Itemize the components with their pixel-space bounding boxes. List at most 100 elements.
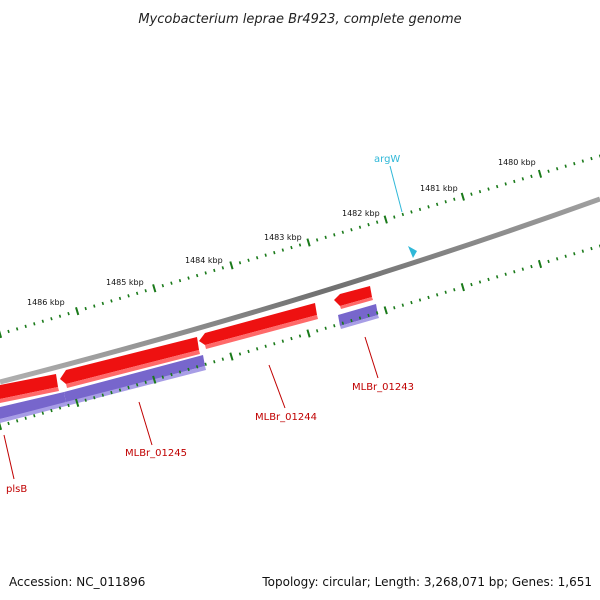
outer-ruler-tick	[75, 307, 80, 316]
trna-argw[interactable]: argW	[374, 154, 417, 258]
outer-ruler-tick	[84, 306, 87, 311]
outer-ruler-tick	[24, 324, 27, 329]
outer-ruler-tick	[393, 215, 396, 219]
inner-ruler-tick	[470, 282, 473, 287]
gene-plsb[interactable]	[0, 374, 58, 399]
cds-plsb[interactable]	[0, 392, 66, 419]
plsb-leader-line	[3, 434, 15, 480]
outer-ruler-tick	[247, 258, 250, 262]
inner-ruler-tick	[324, 326, 327, 330]
outer-ruler-tick	[504, 182, 507, 186]
outer-ruler-tick	[427, 205, 430, 209]
inner-ruler-tick	[221, 357, 225, 361]
inner-ruler-tick	[127, 385, 130, 390]
outer-ruler-tick	[93, 304, 96, 308]
inner-ruler-tick	[75, 398, 80, 407]
outer-ruler-tick	[418, 207, 422, 212]
inner-ruler-tick	[581, 249, 585, 253]
mlbr-01245-label[interactable]: MLBr_01245	[125, 448, 187, 459]
outer-ruler-tick	[453, 197, 456, 201]
outer-ruler-tick	[341, 230, 345, 234]
outer-ruler-tick	[375, 220, 379, 224]
inner-ruler-tick	[144, 380, 147, 384]
outer-ruler-tick	[530, 174, 533, 179]
inner-ruler-tick	[0, 422, 3, 431]
inner-ruler-tick	[521, 267, 525, 271]
inner-ruler-tick	[255, 347, 259, 351]
inner-ruler-tick	[41, 411, 45, 415]
outer-ruler-tick	[435, 202, 439, 207]
mlbr-01243-leader-line	[364, 336, 379, 379]
outer-ruler-tick	[581, 159, 585, 163]
outer-ruler-tick	[470, 192, 473, 196]
inner-ruler-tick	[110, 390, 113, 395]
outer-ruler-tick	[238, 261, 242, 265]
gene-plsb-highlight	[0, 387, 59, 403]
mlbr-01243-label[interactable]: MLBr_01243	[352, 382, 414, 393]
outer-ruler-tick	[444, 200, 447, 204]
outer-ruler-tick	[152, 284, 157, 293]
inner-ruler-tick	[58, 406, 62, 410]
inner-ruler-tick	[444, 290, 447, 294]
inner-ruler-tick	[427, 295, 430, 300]
inner-ruler-tick	[50, 408, 53, 413]
inner-ruler-tick	[393, 306, 396, 310]
outer-ruler-tick	[127, 294, 130, 298]
outer-ruler-tick	[410, 210, 413, 214]
cds-mlbr-01245[interactable]	[64, 355, 205, 403]
inner-ruler-tick	[135, 383, 139, 387]
cds-mlbr-01243[interactable]	[338, 304, 378, 326]
outer-ruler-tick	[306, 238, 311, 247]
mlbr-01244-leader-line	[268, 364, 286, 409]
inner-ruler-tick	[573, 252, 576, 256]
outer-ruler-tick	[281, 248, 285, 252]
gene-features	[0, 286, 373, 403]
inner-ruler-tick	[513, 270, 516, 274]
inner-ruler-tick	[273, 342, 276, 346]
outer-ruler-tick	[178, 278, 182, 283]
outer-ruler-tick	[264, 253, 267, 257]
outer-ruler-tick	[537, 169, 543, 178]
inner-ruler-tick	[67, 403, 70, 408]
ruler-label-1485: 1485 kbp	[106, 278, 144, 287]
accession-text: Accession: NC_011896	[9, 575, 145, 589]
gene-mlbr-01243[interactable]	[334, 286, 372, 306]
outer-ruler-tick	[478, 189, 482, 194]
inner-ruler-tick	[315, 329, 319, 333]
inner-ruler-tick	[229, 352, 234, 361]
outer-ruler-tick	[213, 268, 216, 273]
ruler-label-1483: 1483 kbp	[264, 233, 302, 242]
map-title: Mycobacterium leprae Br4923, complete ge…	[138, 12, 461, 27]
outer-ruler-tick	[333, 233, 336, 237]
inner-ruler-tick	[383, 306, 388, 315]
inner-ruler	[0, 244, 600, 431]
ruler-label-1480: 1480 kbp	[498, 158, 536, 167]
outer-ruler-tick	[187, 276, 190, 280]
genome-info-text: Topology: circular; Length: 3,268,071 bp…	[261, 575, 592, 589]
outer-ruler-tick	[513, 179, 516, 184]
outer-ruler-tick	[315, 238, 319, 242]
outer-ruler-tick	[221, 266, 225, 270]
inner-ruler-tick	[15, 419, 19, 423]
outer-ruler-tick	[161, 283, 165, 288]
argw-label: argW	[374, 154, 400, 165]
outer-ruler-tick	[7, 329, 10, 334]
gene-mlbr-01245[interactable]	[60, 337, 199, 384]
outer-ruler-tick	[350, 228, 353, 232]
outer-ruler-tick	[401, 212, 405, 217]
outer-ruler-tick	[0, 330, 3, 339]
inner-ruler-tick	[435, 293, 439, 297]
outer-ruler-tick	[487, 187, 490, 191]
inner-ruler-tick	[530, 264, 533, 269]
argw-feature[interactable]	[408, 246, 417, 258]
mlbr-01244-label[interactable]: MLBr_01244	[255, 412, 317, 423]
outer-ruler-tick	[573, 161, 576, 166]
inner-ruler-tick	[264, 344, 267, 348]
outer-ruler-tick	[67, 311, 70, 316]
outer-ruler-tick	[101, 301, 105, 306]
plsb-label[interactable]: plsB	[6, 484, 27, 495]
gene-mlbr-01244[interactable]	[199, 303, 317, 345]
ruler-labels: 1486 kbp 1485 kbp 1484 kbp 1483 kbp 1482…	[27, 158, 536, 307]
inner-ruler-tick	[547, 259, 550, 264]
